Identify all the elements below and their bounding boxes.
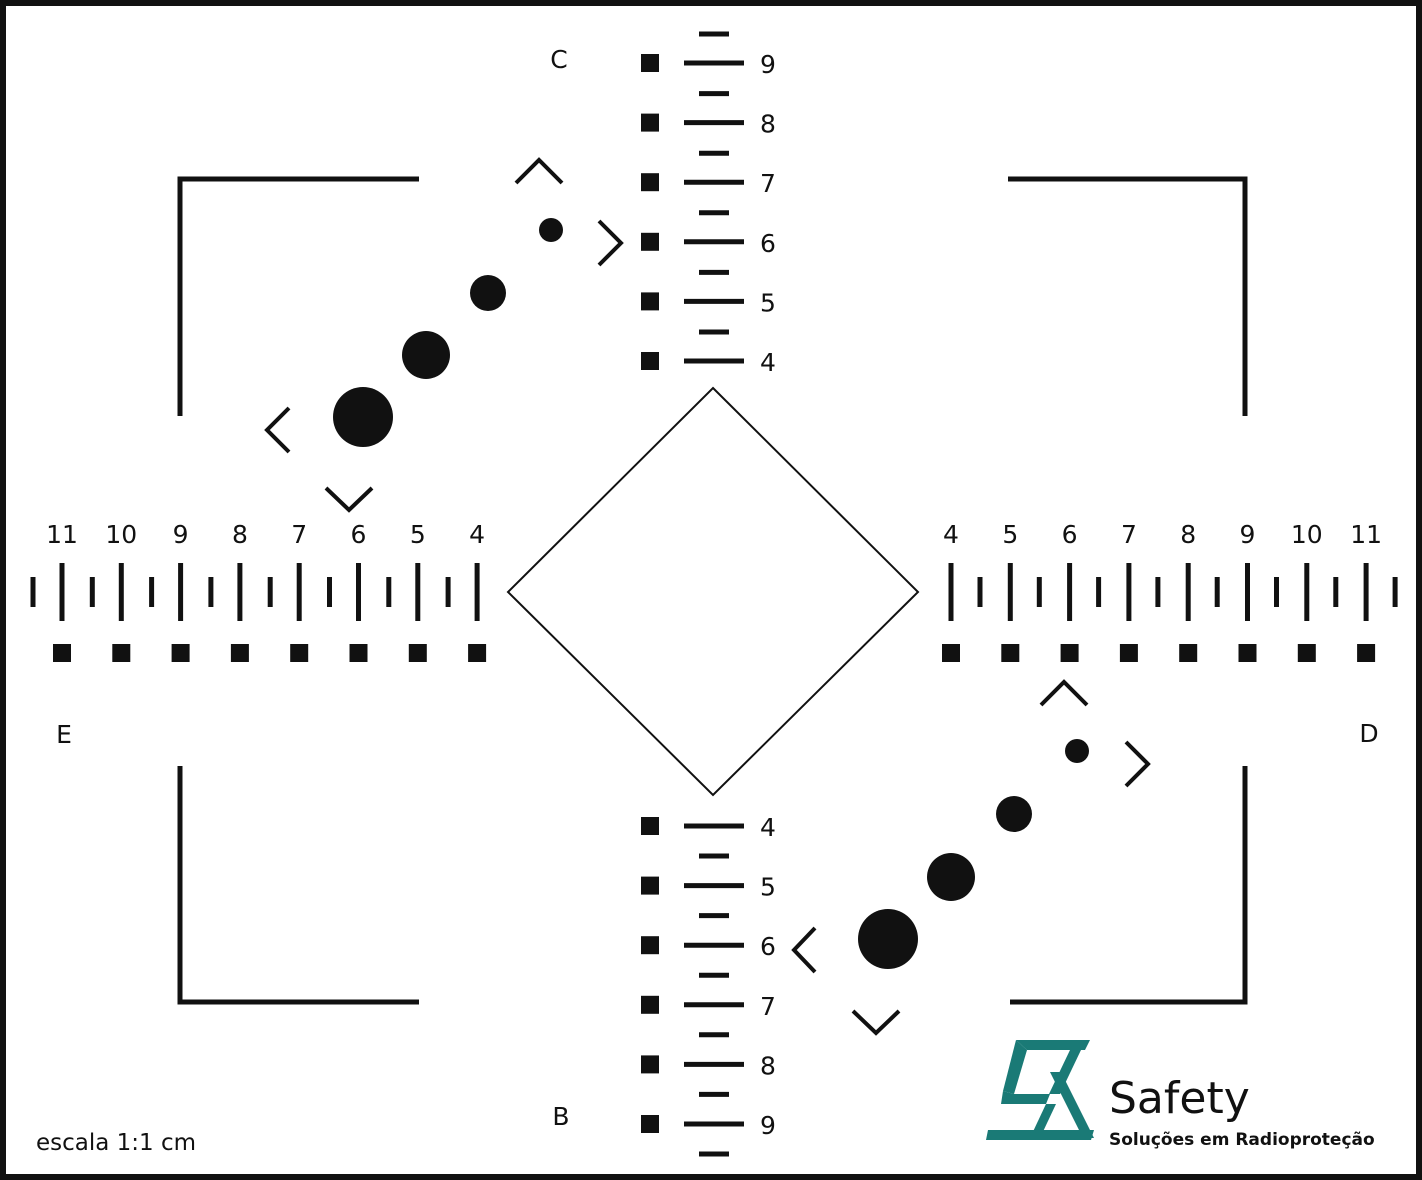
corner-top-right [1008, 176, 1248, 416]
dot-icon [333, 387, 393, 447]
corner-brackets [177, 176, 1248, 1005]
tick-label: 4 [469, 520, 485, 549]
dot-icon [1065, 739, 1089, 763]
tick-label: 11 [46, 520, 78, 549]
chevron-icon [851, 1009, 901, 1036]
tick-label: 7 [760, 992, 776, 1021]
scale-marker [112, 644, 131, 662]
tick-label: 9 [760, 1111, 776, 1140]
tick-label: 6 [760, 932, 776, 961]
tick-label: 8 [760, 1051, 776, 1080]
tick-label: 4 [760, 813, 776, 842]
scale-marker [53, 644, 71, 662]
dot-icon [996, 796, 1032, 832]
tick-label: 5 [410, 520, 426, 549]
label-top: C [550, 45, 567, 74]
tick-label: 10 [105, 520, 137, 549]
scale-marker [1060, 644, 1079, 662]
label-right: D [1359, 719, 1378, 748]
scale-marker [290, 644, 309, 662]
dot-series-top-left [264, 157, 624, 513]
chevron-icon [1039, 679, 1089, 707]
scale-marker [641, 232, 659, 251]
chevron-icon [791, 926, 817, 974]
tick-label: 4 [943, 520, 959, 549]
label-left: E [56, 720, 72, 749]
chevron-icon [264, 406, 291, 454]
dot-icon [858, 909, 918, 969]
tick-label: 8 [232, 520, 248, 549]
scale-marker [641, 173, 659, 192]
tick-label: 5 [760, 288, 776, 317]
scale-marker [468, 644, 487, 662]
scale-marker [230, 644, 249, 662]
tick-label: 6 [351, 520, 367, 549]
chevron-icon [597, 219, 624, 267]
tick-label: 9 [1240, 520, 1256, 549]
tick-label: 7 [1121, 520, 1137, 549]
scale-marker [1119, 644, 1138, 662]
scale-marker [641, 1115, 659, 1133]
safety-logo-icon [986, 1040, 1094, 1140]
dot-series-bottom-right [791, 679, 1151, 1036]
scale-right: 4 5 6 7 8 9 10 11 [942, 520, 1398, 662]
corner-top-left [177, 176, 419, 416]
scale-left: 11 10 9 8 7 6 5 4 [30, 520, 487, 662]
dot-icon [927, 853, 975, 901]
scale-marker [1297, 644, 1316, 662]
tick-label: 4 [760, 348, 776, 377]
brand-name: Safety [1109, 1073, 1250, 1124]
scale-marker [641, 817, 659, 835]
scale-marker [349, 644, 368, 662]
scale-marker [641, 113, 659, 132]
scale-marker [641, 352, 659, 370]
tick-label: 8 [760, 110, 776, 139]
scale-marker [1001, 644, 1020, 662]
tick-label: 5 [1002, 520, 1018, 549]
scale-marker [641, 1055, 659, 1074]
brand-logo: Safety Soluções em Radioproteção [986, 1040, 1375, 1150]
chevron-icon [324, 486, 374, 513]
scale-marker [641, 876, 659, 895]
scale-note: escala 1:1 cm [36, 1130, 196, 1156]
tick-label: 9 [173, 520, 189, 549]
corner-bottom-right [1010, 766, 1248, 1005]
scale-marker [1238, 644, 1257, 662]
dot-icon [402, 331, 450, 379]
dot-icon [539, 218, 563, 242]
label-bottom: B [552, 1102, 569, 1131]
chevron-icon [514, 157, 564, 185]
tick-label: 7 [291, 520, 307, 549]
scale-bottom: 4 5 6 7 8 9 [641, 813, 776, 1157]
tick-label: 11 [1350, 520, 1382, 549]
chevron-icon [1124, 740, 1151, 788]
scale-top: 9 8 7 6 5 4 [641, 31, 776, 377]
tick-label: 10 [1291, 520, 1323, 549]
tick-label: 7 [760, 169, 776, 198]
scale-marker [942, 644, 960, 662]
tick-label: 6 [1062, 520, 1078, 549]
scale-marker [641, 54, 659, 72]
brand-tagline: Soluções em Radioproteção [1109, 1130, 1375, 1150]
scale-marker [408, 644, 427, 662]
corner-bottom-left [177, 766, 419, 1005]
dot-icon [470, 275, 506, 311]
tick-label: 6 [760, 229, 776, 258]
scale-marker [1179, 644, 1198, 662]
scale-marker [641, 936, 659, 955]
tick-label: 9 [760, 50, 776, 79]
scale-marker [641, 995, 659, 1014]
scale-marker [1357, 644, 1376, 662]
diamond-target-icon [506, 386, 920, 797]
tick-label: 5 [760, 873, 776, 902]
scale-marker [641, 292, 659, 311]
tick-label: 8 [1180, 520, 1196, 549]
scale-marker [171, 644, 190, 662]
